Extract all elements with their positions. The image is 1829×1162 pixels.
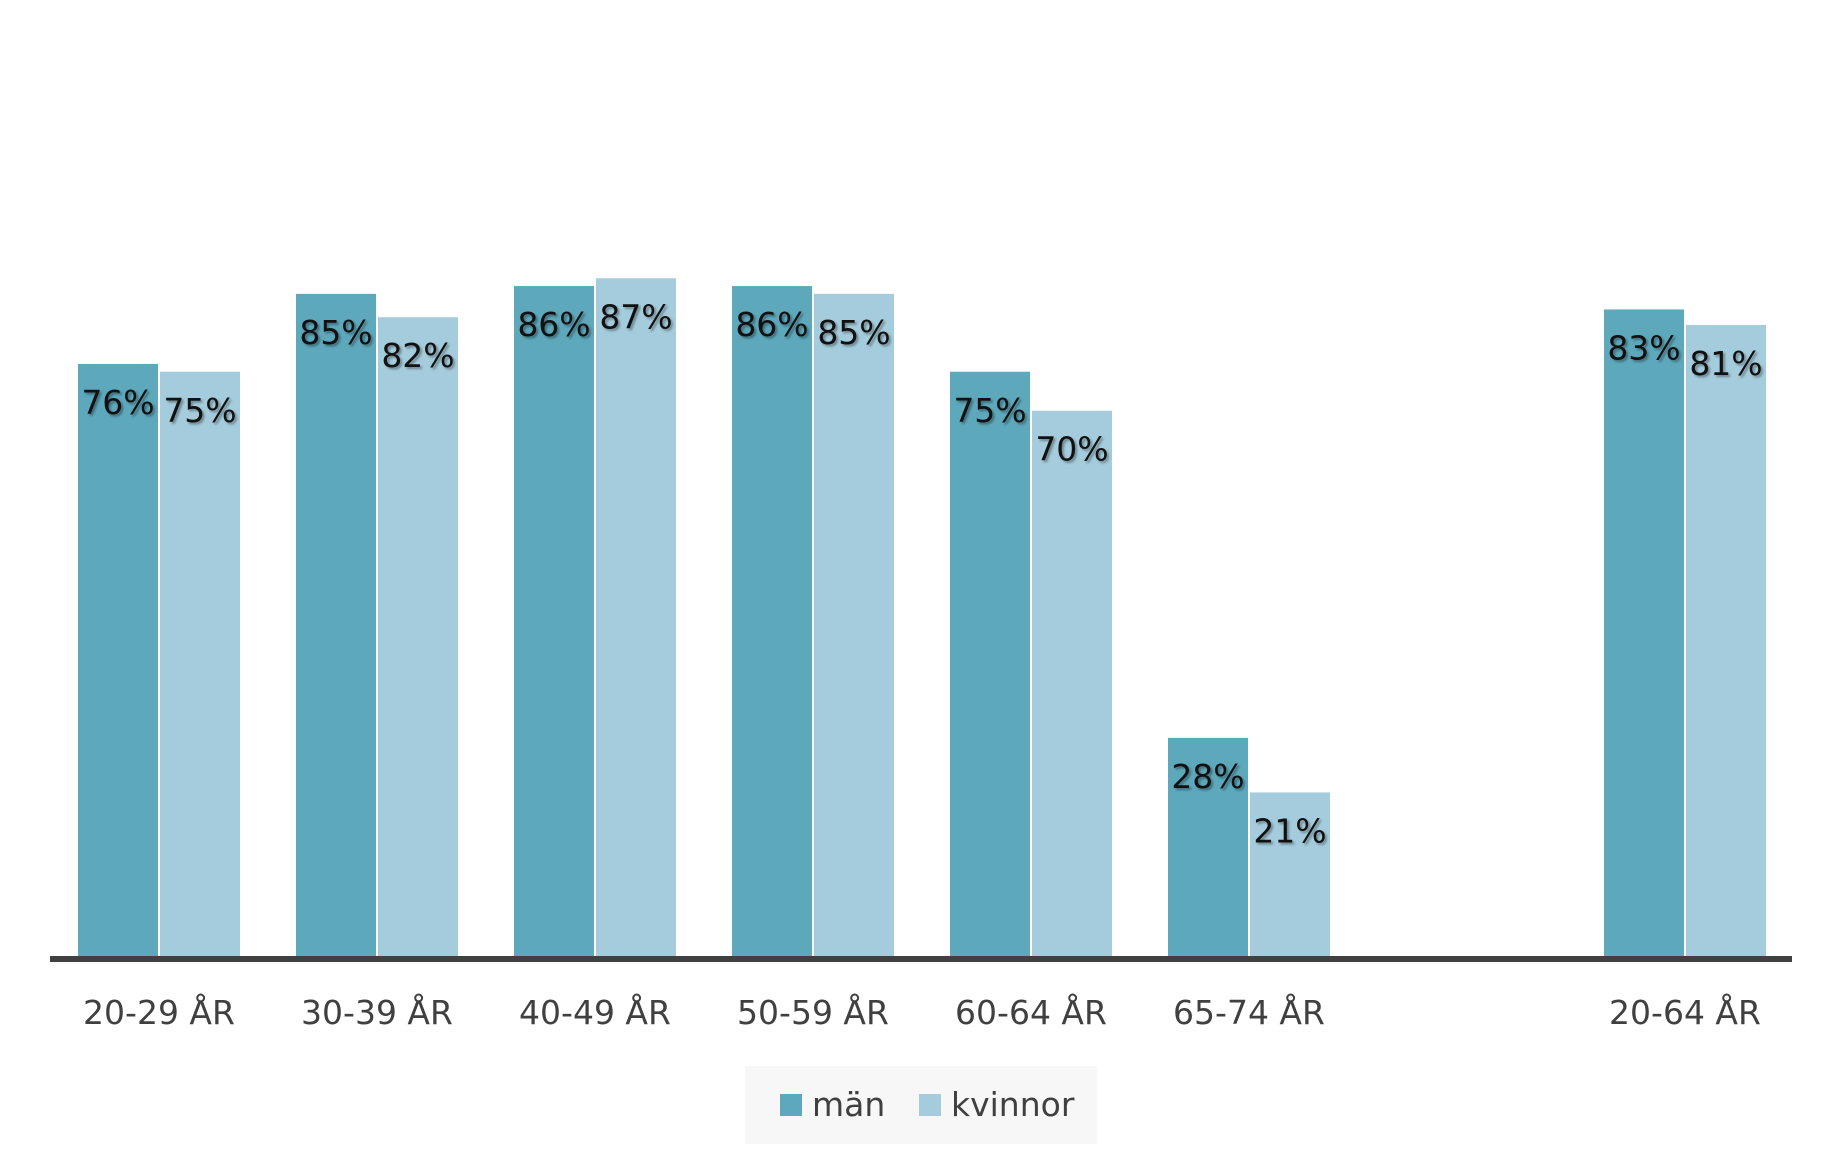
bar-man-3 [732,286,812,956]
value-label-man-1: 85% [299,313,372,352]
bar-kvinnor-4 [1032,410,1112,956]
value-label-man-3: 86% [735,305,808,344]
category-label-7: 20-64 ÅR [1609,992,1761,1032]
bar-kvinnor-5 [1250,792,1330,956]
value-label-man-5: 28% [1171,757,1244,796]
bar-man-5 [1168,737,1248,956]
category-label-2: 40-49 ÅR [519,992,671,1032]
value-labels-group: 76% 75%85%82%86% 87% 86% 85%75%70%28%21%83% 8… [81,297,1762,850]
bar-kvinnor-1 [378,317,458,957]
bar-man-4 [950,371,1030,956]
value-label-kvinnor-0: 75% [163,391,236,430]
category-label-5: 65-74 ÅR [1173,992,1325,1032]
value-label-kvinnor-4: 70% [1035,430,1108,469]
bar-kvinnor-7 [1686,325,1766,956]
value-label-kvinnor-3: 85% [817,313,890,352]
value-label-kvinnor-5: 21% [1253,811,1326,850]
value-label-kvinnor-1: 82% [381,336,454,375]
bar-man-2 [514,286,594,956]
legend-label-kvinnor: kvinnor [951,1085,1075,1124]
bar-kvinnor-2 [596,278,676,956]
legend: män kvinnor [745,1066,1097,1144]
value-label-man-2: 86% [517,305,590,344]
bars-group [78,278,1766,957]
category-label-0: 20-29 ÅR [83,992,235,1032]
value-label-man-0: 76% [81,383,154,422]
value-label-man-7: 83% [1607,328,1680,367]
bar-man-0 [78,363,158,957]
legend-swatch-man [780,1094,802,1116]
legend-label-man: män [812,1085,885,1124]
bar-kvinnor-0 [160,371,240,956]
value-label-kvinnor-2: 87% [599,297,672,336]
category-label-1: 30-39 ÅR [301,992,453,1032]
value-label-kvinnor-7: 81% [1689,344,1762,383]
legend-swatch-kvinnor [919,1094,941,1116]
bar-man-1 [296,293,376,957]
bar-kvinnor-3 [814,293,894,957]
category-labels-group: 20-29 ÅR 30-39 ÅR 40-49 ÅR 50-59 ÅR 60-64 ÅR… [83,992,1761,1032]
value-label-man-4: 75% [953,391,1026,430]
bar-man-7 [1604,309,1684,956]
category-label-3: 50-59 ÅR [737,992,889,1032]
category-label-4: 60-64 ÅR [955,992,1107,1032]
